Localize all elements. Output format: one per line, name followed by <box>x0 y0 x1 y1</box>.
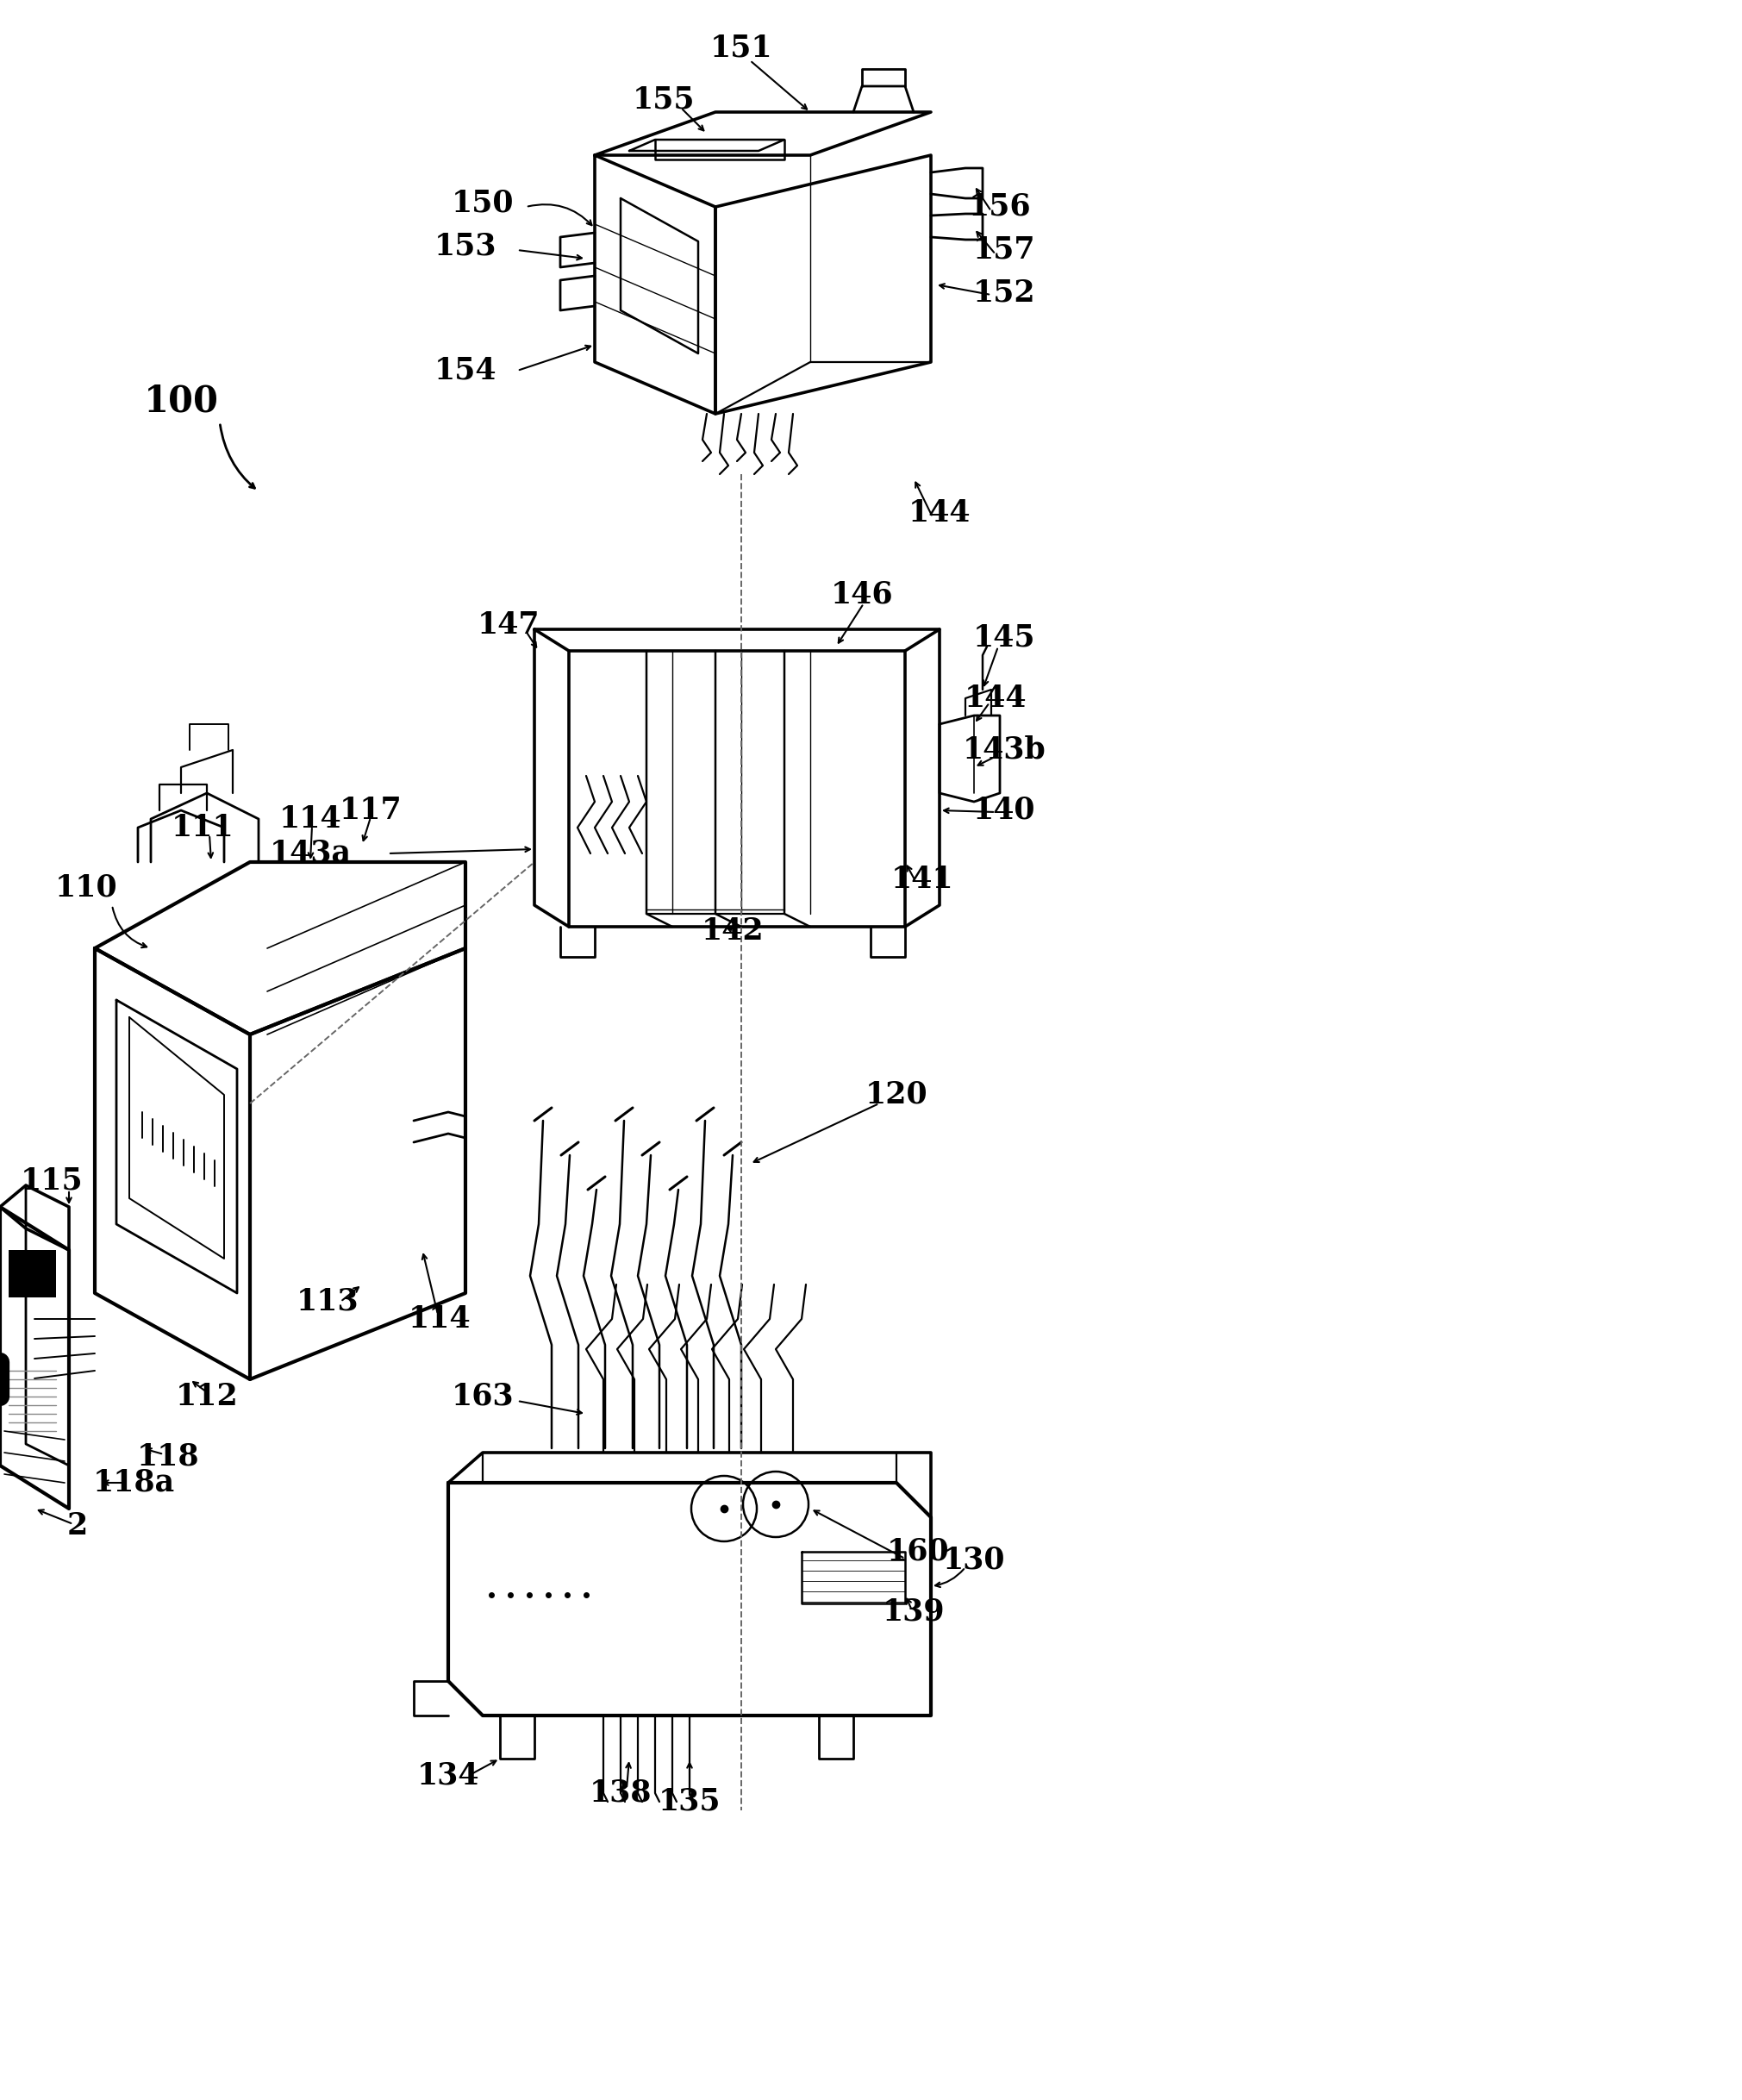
Text: 2: 2 <box>68 1512 89 1541</box>
Text: 114: 114 <box>408 1304 470 1334</box>
Text: 146: 146 <box>831 580 894 609</box>
Text: 153: 153 <box>434 231 496 260</box>
Text: 142: 142 <box>702 916 765 945</box>
Text: 115: 115 <box>21 1166 84 1195</box>
Bar <box>9 1249 56 1298</box>
Text: 110: 110 <box>56 874 117 903</box>
Text: 113: 113 <box>296 1287 359 1317</box>
Text: 112: 112 <box>176 1382 239 1411</box>
Text: 135: 135 <box>658 1787 721 1816</box>
Text: 151: 151 <box>711 34 772 63</box>
Text: 134: 134 <box>416 1762 479 1791</box>
Text: 118: 118 <box>138 1443 199 1472</box>
Text: 163: 163 <box>451 1382 514 1411</box>
Text: 120: 120 <box>866 1079 928 1109</box>
Text: 100: 100 <box>143 382 218 420</box>
Text: 147: 147 <box>477 611 540 640</box>
Text: 144: 144 <box>965 685 1026 712</box>
Text: 160: 160 <box>887 1537 949 1567</box>
Text: 114: 114 <box>279 804 341 834</box>
Text: 143b: 143b <box>963 735 1045 764</box>
Text: 156: 156 <box>969 193 1031 223</box>
Text: 140: 140 <box>974 796 1035 825</box>
Text: 130: 130 <box>942 1546 1005 1575</box>
Text: 138: 138 <box>589 1779 652 1808</box>
Text: 145: 145 <box>974 624 1035 653</box>
Text: 117: 117 <box>340 796 402 825</box>
Text: 111: 111 <box>171 813 233 842</box>
Text: 118a: 118a <box>92 1468 174 1497</box>
Text: 144: 144 <box>908 498 970 527</box>
Text: 150: 150 <box>451 187 514 216</box>
Text: 155: 155 <box>632 84 695 113</box>
Text: 157: 157 <box>972 235 1035 265</box>
Text: 152: 152 <box>972 279 1035 309</box>
Text: 154: 154 <box>434 357 496 384</box>
Text: 139: 139 <box>883 1598 944 1628</box>
Text: 141: 141 <box>890 865 953 895</box>
Text: 143a: 143a <box>270 838 352 867</box>
